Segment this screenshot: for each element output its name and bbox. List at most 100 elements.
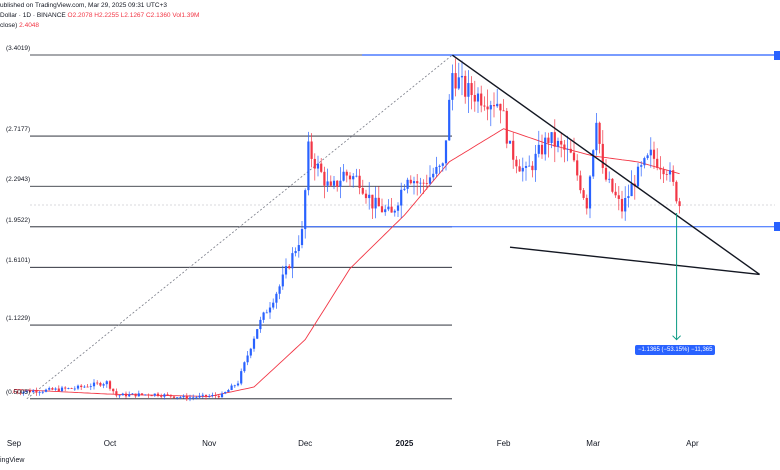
candle-body (288, 266, 291, 269)
candle-body (128, 394, 131, 397)
candle-body (297, 245, 300, 252)
candle-body (16, 391, 19, 393)
target-measure (672, 213, 681, 341)
candle-body (486, 106, 489, 110)
candle-body (320, 163, 323, 172)
candle-body (387, 206, 390, 210)
candle-body (432, 173, 435, 178)
candle-body (227, 389, 230, 393)
candle-body (217, 395, 220, 398)
candle-body (249, 348, 252, 356)
fib-level-label: (2.7177) (6, 126, 31, 134)
triangle-trendlines (451, 54, 761, 276)
candle-body (409, 179, 412, 184)
candle-body (550, 132, 553, 143)
candle-body (12, 391, 16, 393)
candle-body (326, 181, 329, 186)
candle-body (166, 394, 169, 396)
candle-body (352, 176, 355, 180)
candle-body (83, 386, 86, 388)
candle-body (179, 397, 182, 399)
candle-body (665, 174, 668, 175)
candle-body (169, 394, 172, 397)
candle-body (588, 176, 592, 209)
candle-body (137, 393, 140, 397)
candle-body (659, 167, 662, 170)
candle-body (384, 209, 387, 213)
candle-body (480, 93, 483, 106)
candle-body (617, 195, 620, 199)
candle-body (348, 175, 352, 180)
candle-body (579, 175, 582, 191)
candle-body (233, 385, 236, 387)
candle-body (57, 388, 60, 392)
candle-body (185, 395, 188, 400)
candle-body (35, 390, 38, 393)
candle-body (115, 391, 118, 396)
fib-level-label: (1.1229) (6, 315, 31, 323)
x-tick-label: Nov (202, 439, 217, 448)
candle-body (569, 148, 572, 153)
candle-body (390, 206, 393, 213)
fib-trend-line (26, 54, 453, 400)
candle-body (454, 73, 457, 89)
candle-body (528, 165, 531, 167)
candle-body (262, 312, 265, 320)
candle-body (208, 395, 211, 397)
candle-body (598, 122, 601, 144)
candle-body (339, 180, 342, 187)
candle-body (214, 395, 217, 396)
candle-body (192, 397, 195, 399)
candle-body (678, 201, 681, 207)
candle-body (89, 386, 92, 388)
candle-body (534, 153, 537, 171)
candle-body (652, 149, 656, 159)
candle-body (67, 388, 70, 389)
candle-body (636, 166, 640, 187)
candle-body (627, 196, 630, 198)
candle-body (489, 105, 492, 110)
ma-value: 2.4048 (19, 22, 40, 29)
candle-body (259, 319, 262, 330)
candle-body (19, 392, 22, 394)
fib-level-label: (0.5005) (6, 388, 31, 396)
candle-body (243, 362, 246, 372)
candle-body (604, 167, 608, 180)
candle-body (246, 355, 249, 363)
candle-body (182, 395, 185, 398)
candle-body (476, 93, 480, 102)
candle-body (675, 181, 678, 202)
candle-body (92, 382, 96, 387)
candle-body (592, 150, 595, 177)
candle-body (556, 140, 560, 147)
candle-body (585, 197, 588, 209)
candle-body (124, 393, 128, 397)
candle-body (361, 188, 364, 194)
candle-body (451, 73, 454, 100)
candle-body (624, 197, 627, 212)
candle-body (416, 181, 419, 184)
candle-body (240, 371, 243, 384)
candle-body (448, 99, 451, 141)
candle-body (278, 286, 281, 294)
candle-body (595, 122, 598, 151)
candle-body (118, 395, 121, 397)
candle-body (150, 395, 153, 397)
candle-body (329, 181, 332, 186)
tradingview-brand: ingView (0, 457, 25, 464)
candle-body (406, 179, 409, 189)
candle-body (336, 180, 339, 187)
candle-body (428, 177, 432, 184)
candle-body (601, 143, 604, 168)
candle-body (672, 170, 675, 182)
candle-body (230, 385, 233, 390)
candle-body (400, 189, 403, 206)
candle-body (553, 132, 556, 147)
candle-body (499, 103, 502, 111)
candle-body (457, 77, 460, 89)
candle-body (332, 180, 336, 186)
candle-body (540, 144, 544, 155)
candle-body (345, 171, 348, 176)
candle-body (172, 396, 176, 398)
